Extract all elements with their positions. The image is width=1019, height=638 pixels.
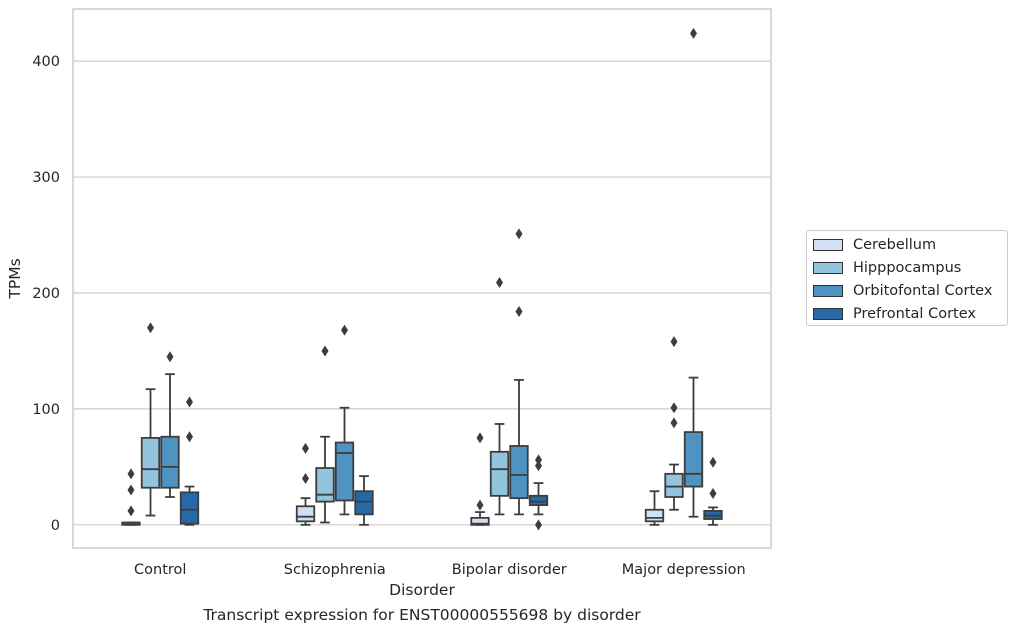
outlier-point-hipppocampus bbox=[147, 322, 154, 334]
legend-item-prefrontal-cortex: Prefrontal Cortex bbox=[813, 304, 976, 324]
outlier-point-cerebellum bbox=[302, 442, 309, 454]
outlier-point-cerebellum bbox=[476, 499, 484, 511]
legend-swatch-prefrontal-cortex bbox=[813, 308, 843, 320]
box-orbitofontal-cortex bbox=[683, 431, 704, 488]
legend-label-orbitofrontal-cortex: Orbitofontal Cortex bbox=[853, 283, 993, 299]
outlier-point-prefrontal-cortex bbox=[709, 456, 717, 468]
outlier-point-cerebellum bbox=[127, 505, 135, 517]
outlier-point-orbitofontal-cortex bbox=[515, 306, 523, 318]
outlier-point-orbitofontal-cortex bbox=[166, 351, 174, 363]
outlier-point-hipppocampus bbox=[321, 345, 329, 357]
box-orbitofontal-cortex bbox=[160, 435, 180, 489]
outlier-point-prefrontal-cortex bbox=[186, 431, 193, 443]
legend-item-cerebellum: Cerebellum bbox=[813, 235, 936, 255]
y-tick-label: 400 bbox=[32, 54, 60, 70]
outlier-point-hipppocampus bbox=[670, 402, 678, 414]
legend-label-prefrontal-cortex: Prefrontal Cortex bbox=[853, 306, 976, 322]
box-hipppocampus bbox=[664, 472, 684, 498]
box-orbitofontal-cortex bbox=[509, 445, 529, 500]
outlier-point-prefrontal-cortex bbox=[535, 519, 542, 531]
box-cerebellum bbox=[295, 505, 316, 523]
box-hipppocampus bbox=[140, 436, 161, 489]
box-prefrontal-cortex bbox=[528, 494, 549, 507]
y-tick-label: 300 bbox=[32, 170, 60, 186]
x-tick-label: Bipolar disorder bbox=[452, 562, 567, 578]
x-tick-label: Control bbox=[134, 562, 186, 578]
outlier-point-cerebellum bbox=[302, 472, 309, 484]
outlier-point-prefrontal-cortex bbox=[535, 454, 542, 466]
legend-item-orbitofrontal-cortex: Orbitofontal Cortex bbox=[813, 281, 992, 301]
y-tick-label: 200 bbox=[32, 286, 60, 302]
legend-swatch-hippocampus bbox=[813, 262, 843, 274]
outlier-point-cerebellum bbox=[127, 468, 135, 480]
legend-item-hippocampus: Hipppocampus bbox=[813, 258, 961, 278]
box-cerebellum bbox=[470, 516, 490, 526]
y-tick-label: 100 bbox=[32, 402, 60, 418]
outlier-point-prefrontal-cortex bbox=[535, 460, 542, 472]
box-hipppocampus bbox=[315, 467, 335, 503]
figure-caption: Transcript expression for ENST0000055569… bbox=[203, 606, 641, 624]
legend-swatch-orbitofrontal-cortex bbox=[813, 285, 843, 297]
plot-frame bbox=[72, 8, 772, 549]
outlier-point-hipppocampus bbox=[496, 277, 503, 289]
y-axis-label: TPMs bbox=[6, 258, 24, 299]
x-tick-label: Schizophrenia bbox=[284, 562, 386, 578]
outlier-point-hipppocampus bbox=[670, 417, 678, 429]
outlier-point-prefrontal-cortex bbox=[186, 396, 193, 408]
legend-label-cerebellum: Cerebellum bbox=[853, 237, 937, 253]
outlier-point-cerebellum bbox=[476, 432, 484, 444]
outlier-point-orbitofontal-cortex bbox=[690, 27, 697, 39]
outlier-point-orbitofontal-cortex bbox=[341, 324, 348, 336]
box-orbitofontal-cortex bbox=[334, 441, 355, 502]
outlier-point-prefrontal-cortex bbox=[709, 488, 717, 500]
box-hipppocampus bbox=[489, 450, 510, 497]
box-cerebellum bbox=[644, 508, 665, 523]
outlier-point-cerebellum bbox=[127, 484, 135, 496]
outlier-point-orbitofontal-cortex bbox=[515, 228, 523, 240]
box-prefrontal-cortex bbox=[179, 491, 200, 525]
x-axis-label: Disorder bbox=[389, 581, 455, 599]
y-tick-label: 0 bbox=[51, 518, 60, 534]
x-tick-label: Major depression bbox=[622, 562, 746, 578]
legend-swatch-cerebellum bbox=[813, 239, 843, 251]
outlier-point-hipppocampus bbox=[670, 336, 678, 348]
box-prefrontal-cortex bbox=[354, 490, 374, 516]
legend: Cerebellum Hipppocampus Orbitofontal Cor… bbox=[806, 230, 1008, 326]
legend-label-hippocampus: Hipppocampus bbox=[853, 260, 962, 276]
